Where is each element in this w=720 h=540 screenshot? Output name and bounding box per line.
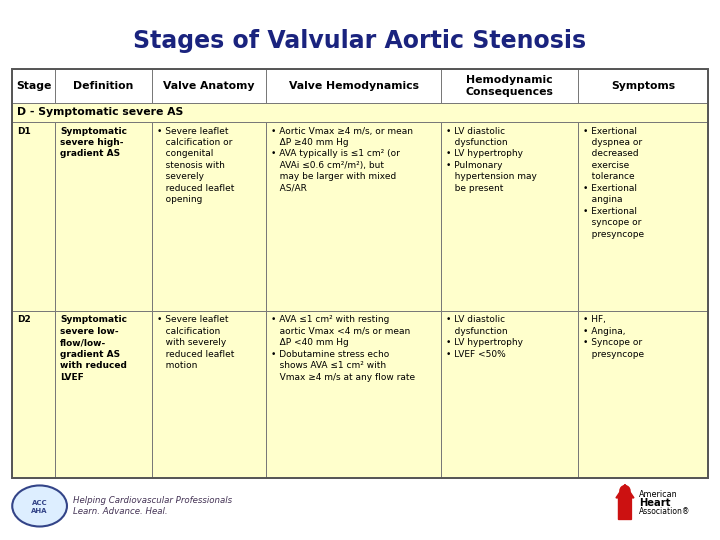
Bar <box>55 311 152 478</box>
Bar <box>152 69 266 103</box>
Bar <box>266 311 441 478</box>
Text: Symptoms: Symptoms <box>611 81 675 91</box>
Text: • LV diastolic
   dysfunction
• LV hypertrophy
• Pulmonary
   hypertension may
 : • LV diastolic dysfunction • LV hypertro… <box>446 126 537 193</box>
Bar <box>441 69 578 103</box>
Text: • AVA ≤1 cm² with resting
   aortic Vmax <4 m/s or mean
   ΔP <40 mm Hg
• Dobuta: • AVA ≤1 cm² with resting aortic Vmax <4… <box>271 315 415 382</box>
Text: • HF,
• Angina,
• Syncope or
   presyncope: • HF, • Angina, • Syncope or presyncope <box>583 315 644 359</box>
Bar <box>12 103 708 122</box>
Bar <box>266 122 441 311</box>
Text: Heart: Heart <box>639 498 671 508</box>
FancyArrow shape <box>616 484 634 519</box>
Bar <box>152 311 266 478</box>
Text: • Severe leaflet
   calcification or
   congenital
   stenosis with
   severely
: • Severe leaflet calcification or congen… <box>157 126 234 204</box>
Bar <box>12 69 708 478</box>
Bar <box>578 69 708 103</box>
Bar <box>578 122 708 311</box>
Ellipse shape <box>619 485 631 497</box>
Text: Valve Anatomy: Valve Anatomy <box>163 81 255 91</box>
Text: • LV diastolic
   dysfunction
• LV hypertrophy
• LVEF <50%: • LV diastolic dysfunction • LV hypertro… <box>446 315 523 359</box>
Text: AHA: AHA <box>32 508 48 515</box>
Bar <box>55 69 152 103</box>
Bar <box>578 311 708 478</box>
Text: D1: D1 <box>17 126 31 136</box>
Text: • Severe leaflet
   calcification
   with severely
   reduced leaflet
   motion: • Severe leaflet calcification with seve… <box>157 315 234 370</box>
Text: Association®: Association® <box>639 508 690 516</box>
Text: ACC: ACC <box>32 500 48 506</box>
Bar <box>12 69 55 103</box>
Bar <box>152 122 266 311</box>
Circle shape <box>12 485 67 526</box>
Bar <box>266 69 441 103</box>
Bar <box>441 122 578 311</box>
Text: • Exertional
   dyspnea or
   decreased
   exercise
   tolerance
• Exertional
  : • Exertional dyspnea or decreased exerci… <box>583 126 644 239</box>
Text: D2: D2 <box>17 315 31 325</box>
Text: Stage: Stage <box>16 81 51 91</box>
Bar <box>12 122 55 311</box>
Bar <box>55 122 152 311</box>
Text: Stages of Valvular Aortic Stenosis: Stages of Valvular Aortic Stenosis <box>133 29 587 53</box>
Text: D - Symptomatic severe AS: D - Symptomatic severe AS <box>17 107 183 118</box>
Text: Definition: Definition <box>73 81 134 91</box>
Text: American: American <box>639 490 678 498</box>
Bar <box>12 311 55 478</box>
Text: Learn. Advance. Heal.: Learn. Advance. Heal. <box>73 507 168 516</box>
Text: • Aortic Vmax ≥4 m/s, or mean
   ΔP ≥40 mm Hg
• AVA typically is ≤1 cm² (or
   A: • Aortic Vmax ≥4 m/s, or mean ΔP ≥40 mm … <box>271 126 413 193</box>
Text: Symptomatic
severe high-
gradient AS: Symptomatic severe high- gradient AS <box>60 126 127 158</box>
Text: Helping Cardiovascular Professionals: Helping Cardiovascular Professionals <box>73 496 233 505</box>
Text: Symptomatic
severe low-
flow/low-
gradient AS
with reduced
LVEF: Symptomatic severe low- flow/low- gradie… <box>60 315 127 382</box>
Bar <box>441 311 578 478</box>
Text: Hemodynamic
Consequences: Hemodynamic Consequences <box>466 75 554 97</box>
Text: Valve Hemodynamics: Valve Hemodynamics <box>289 81 418 91</box>
